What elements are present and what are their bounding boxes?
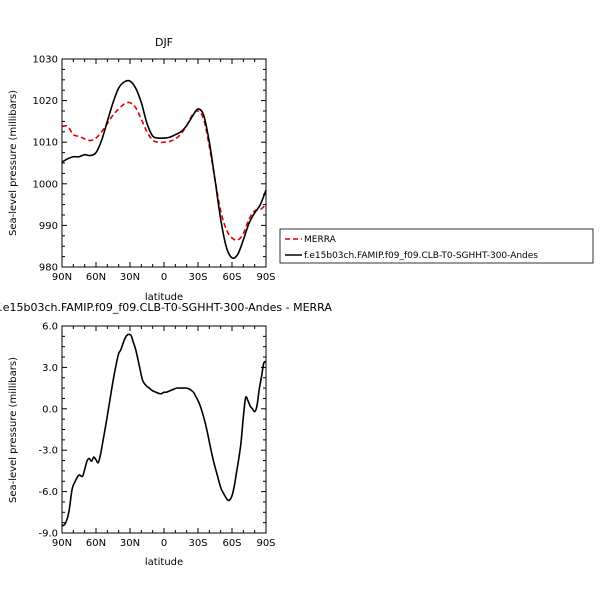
top-axis-ticks: 90N 60N 30N 0 30S 60S 90S 980 990 1000 1010 1020 103… — [33, 55, 276, 284]
legend-box — [279, 228, 594, 264]
bottom-chart-title: f.e15b03ch.FAMIP.f09_f09.CLB-T0-SGHHT-30… — [0, 301, 332, 314]
top-series-line-1 — [61, 79, 267, 260]
y-tick-label: 6.0 — [42, 322, 58, 333]
x-tick-label: 60S — [222, 538, 241, 549]
x-tick-label: 30S — [188, 272, 207, 283]
x-tick-label: 30N — [120, 538, 140, 549]
y-tick-label: -6.0 — [38, 487, 58, 498]
y-tick-label: 0.0 — [42, 404, 58, 415]
x-tick-label: 0 — [161, 272, 167, 283]
top-series-lines — [61, 79, 267, 260]
legend-label-model: f.e15b03ch.FAMIP.f09_f09.CLB-T0-SGHHT-30… — [304, 251, 538, 261]
x-tick-label: 60N — [86, 538, 106, 549]
x-tick-label: 90S — [256, 272, 275, 283]
x-tick-label: 90N — [52, 538, 72, 549]
y-tick-label: 3.0 — [42, 363, 58, 374]
bottom-axis-ticks: 90N 60N 30N 0 30S 60S 90S 6.0 3.0 0.0 -3.0 -6.0 -9.0 — [38, 322, 275, 550]
y-tick-label: 1000 — [33, 179, 58, 190]
y-tick-label: 980 — [39, 263, 58, 274]
x-tick-label: 30S — [188, 538, 207, 549]
top-chart-title: DJF — [155, 36, 173, 49]
x-tick-label: 90N — [52, 272, 72, 283]
bottom-series-lines — [61, 333, 267, 527]
top-series-line-0 — [61, 101, 267, 241]
x-tick-label: 60S — [222, 272, 241, 283]
top-y-axis-label: Sea-level pressure (millibars) — [8, 90, 19, 236]
bottom-x-axis-label: latitude — [145, 557, 183, 568]
x-tick-label: 0 — [161, 538, 167, 549]
y-tick-label: 1010 — [33, 138, 58, 149]
bottom-series-line-0 — [61, 333, 267, 527]
x-tick-label: 60N — [86, 272, 106, 283]
bottom-panel: f.e15b03ch.FAMIP.f09_f09.CLB-T0-SGHHT-30… — [0, 301, 332, 568]
legend-label-merra: MERRA — [304, 235, 337, 245]
bottom-plot-frame — [61, 325, 267, 534]
top-plot-frame — [61, 58, 267, 268]
y-tick-label: 1030 — [33, 55, 58, 66]
top-x-axis-label: latitude — [145, 292, 183, 303]
y-tick-label: 1020 — [33, 96, 58, 107]
top-panel: DJF 90N 60N 30N 0 30S 60S 90S 980 990 1000 1010 102… — [8, 36, 594, 303]
x-tick-label: 30N — [120, 272, 140, 283]
y-tick-label: 990 — [39, 221, 58, 232]
legend: MERRA f.e15b03ch.FAMIP.f09_f09.CLB-T0-SG… — [279, 228, 594, 264]
y-tick-label: -3.0 — [38, 446, 58, 457]
bottom-y-axis-label: Sea-level pressure (millibars) — [8, 357, 19, 503]
y-tick-label: -9.0 — [38, 529, 58, 540]
x-tick-label: 90S — [256, 538, 275, 549]
